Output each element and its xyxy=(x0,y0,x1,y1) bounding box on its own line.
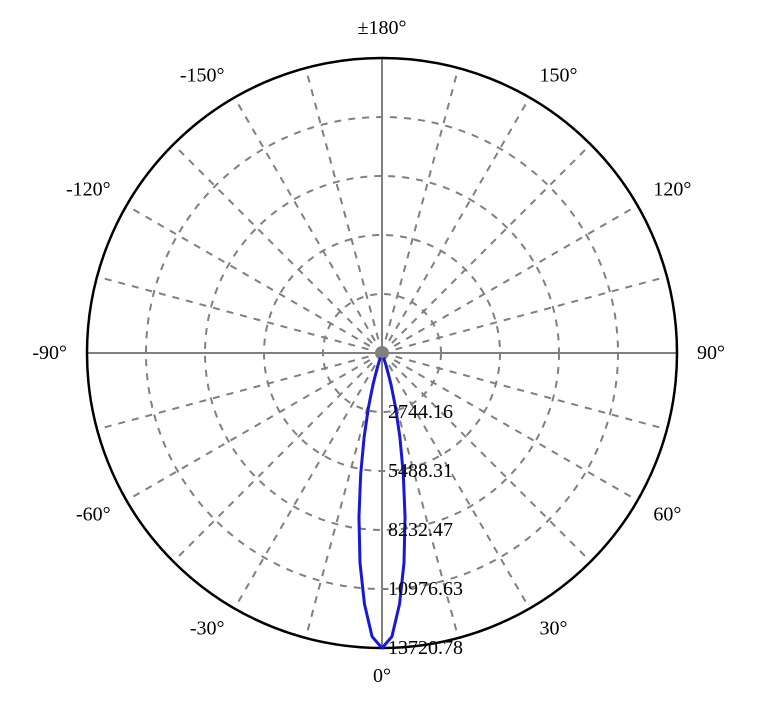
radial-tick-label: 5488.31 xyxy=(388,460,453,482)
angle-tick-label: 120° xyxy=(653,179,691,201)
angle-tick-label: 0° xyxy=(373,665,391,687)
angle-tick-label: 150° xyxy=(540,65,578,87)
angle-tick-label: -30° xyxy=(190,617,225,639)
angle-tick-label: -150° xyxy=(180,65,225,87)
angle-tick-label: ±180° xyxy=(358,17,407,39)
angle-tick-label: -90° xyxy=(32,342,67,364)
radial-tick-label: 10976.63 xyxy=(388,578,463,600)
radial-tick-label: 13720.78 xyxy=(388,637,463,659)
radial-tick-label: 2744.16 xyxy=(388,401,453,423)
angle-tick-label: 30° xyxy=(540,617,568,639)
angle-tick-label: -120° xyxy=(66,179,111,201)
center-dot xyxy=(377,348,387,358)
angle-tick-label: 60° xyxy=(653,504,681,526)
angle-tick-label: -60° xyxy=(76,504,111,526)
radial-tick-label: 8232.47 xyxy=(388,519,453,541)
angle-tick-label: 90° xyxy=(697,342,725,364)
polar-chart: 2744.16 5488.31 8232.47 10976.63 13720.78 0°… xyxy=(0,0,760,715)
